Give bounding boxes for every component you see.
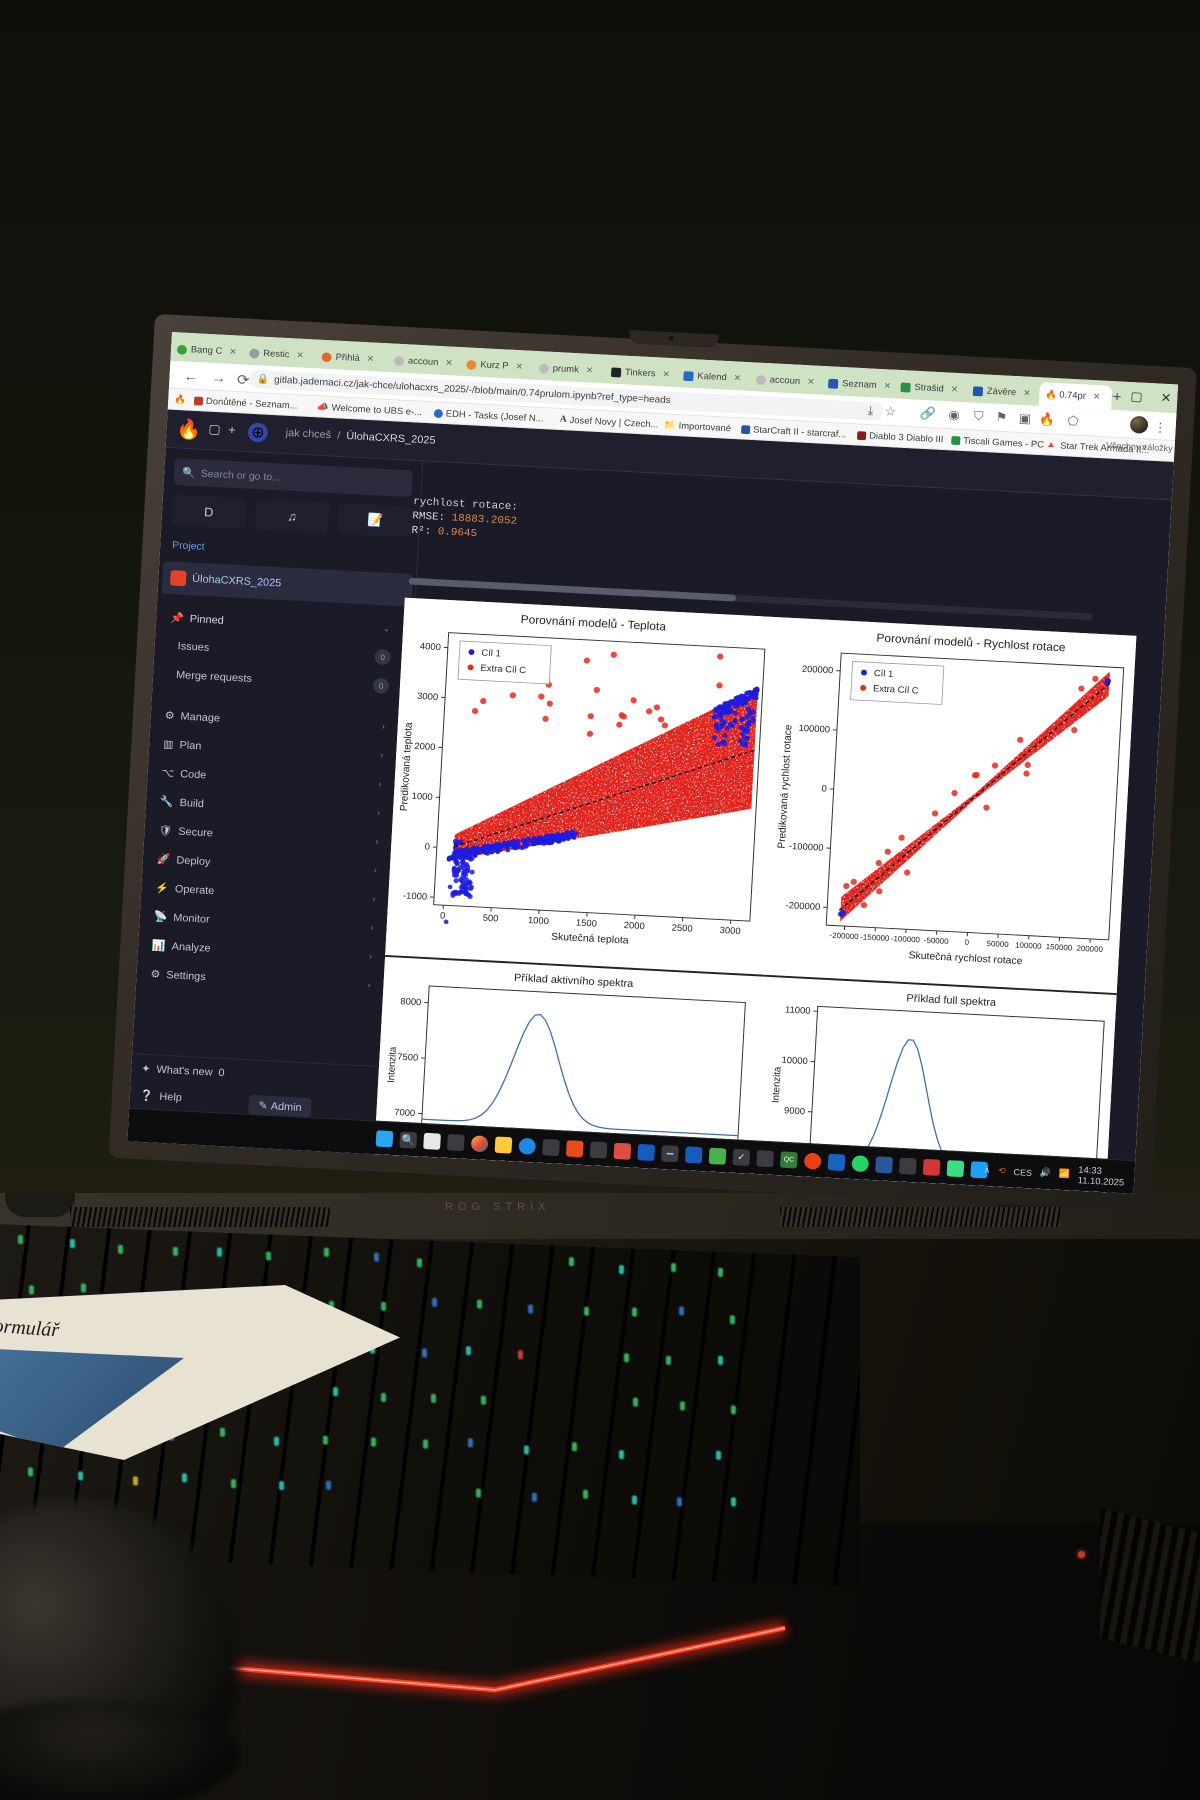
svg-text:0: 0 — [964, 938, 970, 947]
svg-text:3000: 3000 — [417, 691, 438, 702]
svg-text:150000: 150000 — [1046, 942, 1074, 952]
svg-text:100000: 100000 — [1015, 941, 1043, 951]
svg-text:0: 0 — [440, 911, 446, 921]
svg-text:0: 0 — [424, 842, 430, 852]
svg-text:50000: 50000 — [986, 939, 1009, 949]
svg-text:4000: 4000 — [420, 641, 441, 652]
svg-text:3000: 3000 — [719, 925, 740, 936]
svg-text:Predikovaná rychlost rotace: Predikovaná rychlost rotace — [777, 724, 795, 849]
svg-text:Cíl 1: Cíl 1 — [481, 648, 501, 659]
svg-text:2000: 2000 — [414, 741, 435, 752]
svg-text:1500: 1500 — [576, 918, 597, 929]
svg-text:0: 0 — [821, 784, 827, 794]
svg-text:-150000: -150000 — [860, 933, 890, 943]
svg-text:Cíl 1: Cíl 1 — [874, 668, 894, 679]
svg-text:500: 500 — [482, 913, 498, 924]
svg-text:2000: 2000 — [624, 920, 645, 931]
svg-text:-200000: -200000 — [785, 900, 820, 912]
svg-text:Intenzita: Intenzita — [770, 1066, 783, 1103]
svg-text:10000: 10000 — [781, 1055, 808, 1066]
svg-text:Skutečná teplota: Skutečná teplota — [551, 932, 629, 947]
svg-text:Příklad aktivního spektra: Příklad aktivního spektra — [514, 972, 634, 990]
svg-text:-100000: -100000 — [789, 841, 824, 853]
svg-text:-100000: -100000 — [891, 934, 921, 944]
svg-text:9000: 9000 — [784, 1105, 805, 1116]
svg-text:Porovnání modelů - Teplota: Porovnání modelů - Teplota — [520, 613, 666, 633]
svg-text:-1000: -1000 — [403, 891, 428, 902]
svg-text:Intenzita: Intenzita — [386, 1046, 399, 1083]
svg-text:2500: 2500 — [671, 923, 692, 934]
svg-text:100000: 100000 — [798, 723, 830, 734]
svg-text:8000: 8000 — [400, 996, 421, 1007]
svg-text:200000: 200000 — [1076, 944, 1104, 954]
svg-text:200000: 200000 — [802, 664, 834, 675]
svg-text:7500: 7500 — [397, 1052, 418, 1063]
svg-text:-200000: -200000 — [829, 931, 859, 941]
svg-text:1000: 1000 — [411, 791, 432, 802]
svg-text:Příklad full spektra: Příklad full spektra — [906, 993, 996, 1009]
svg-text:7000: 7000 — [394, 1107, 415, 1118]
svg-text:11000: 11000 — [785, 1005, 811, 1016]
svg-text:1000: 1000 — [528, 915, 549, 926]
svg-text:Skutečná rychlost rotace: Skutečná rychlost rotace — [908, 950, 1023, 967]
svg-text:-50000: -50000 — [924, 936, 950, 946]
svg-text:Porovnání modelů - Rychlost ro: Porovnání modelů - Rychlost rotace — [876, 632, 1066, 655]
